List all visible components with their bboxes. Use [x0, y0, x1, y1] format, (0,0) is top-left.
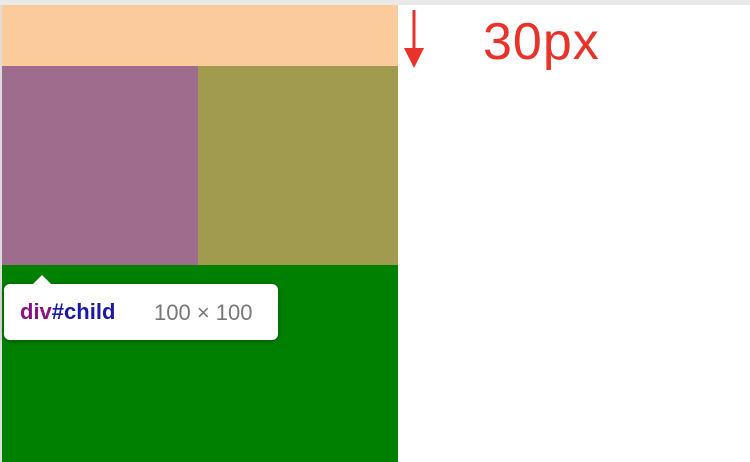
element-tooltip: div#child 100 × 100	[4, 275, 278, 340]
margin-highlight	[2, 5, 398, 66]
tooltip-dimensions: 100 × 100	[154, 300, 253, 325]
tooltip-hash: #	[51, 299, 65, 324]
margin-annotation-label: 30px	[483, 13, 600, 71]
child-content-highlight[interactable]	[2, 66, 198, 265]
sibling-box	[198, 66, 398, 265]
tooltip-tag: div	[20, 299, 52, 324]
tooltip-id: child	[64, 299, 116, 324]
down-arrow-icon	[404, 10, 424, 68]
left-edge-divider	[0, 5, 2, 462]
top-divider	[0, 0, 750, 5]
tooltip-caret	[32, 275, 52, 285]
tooltip-selector: div#child	[20, 300, 115, 324]
